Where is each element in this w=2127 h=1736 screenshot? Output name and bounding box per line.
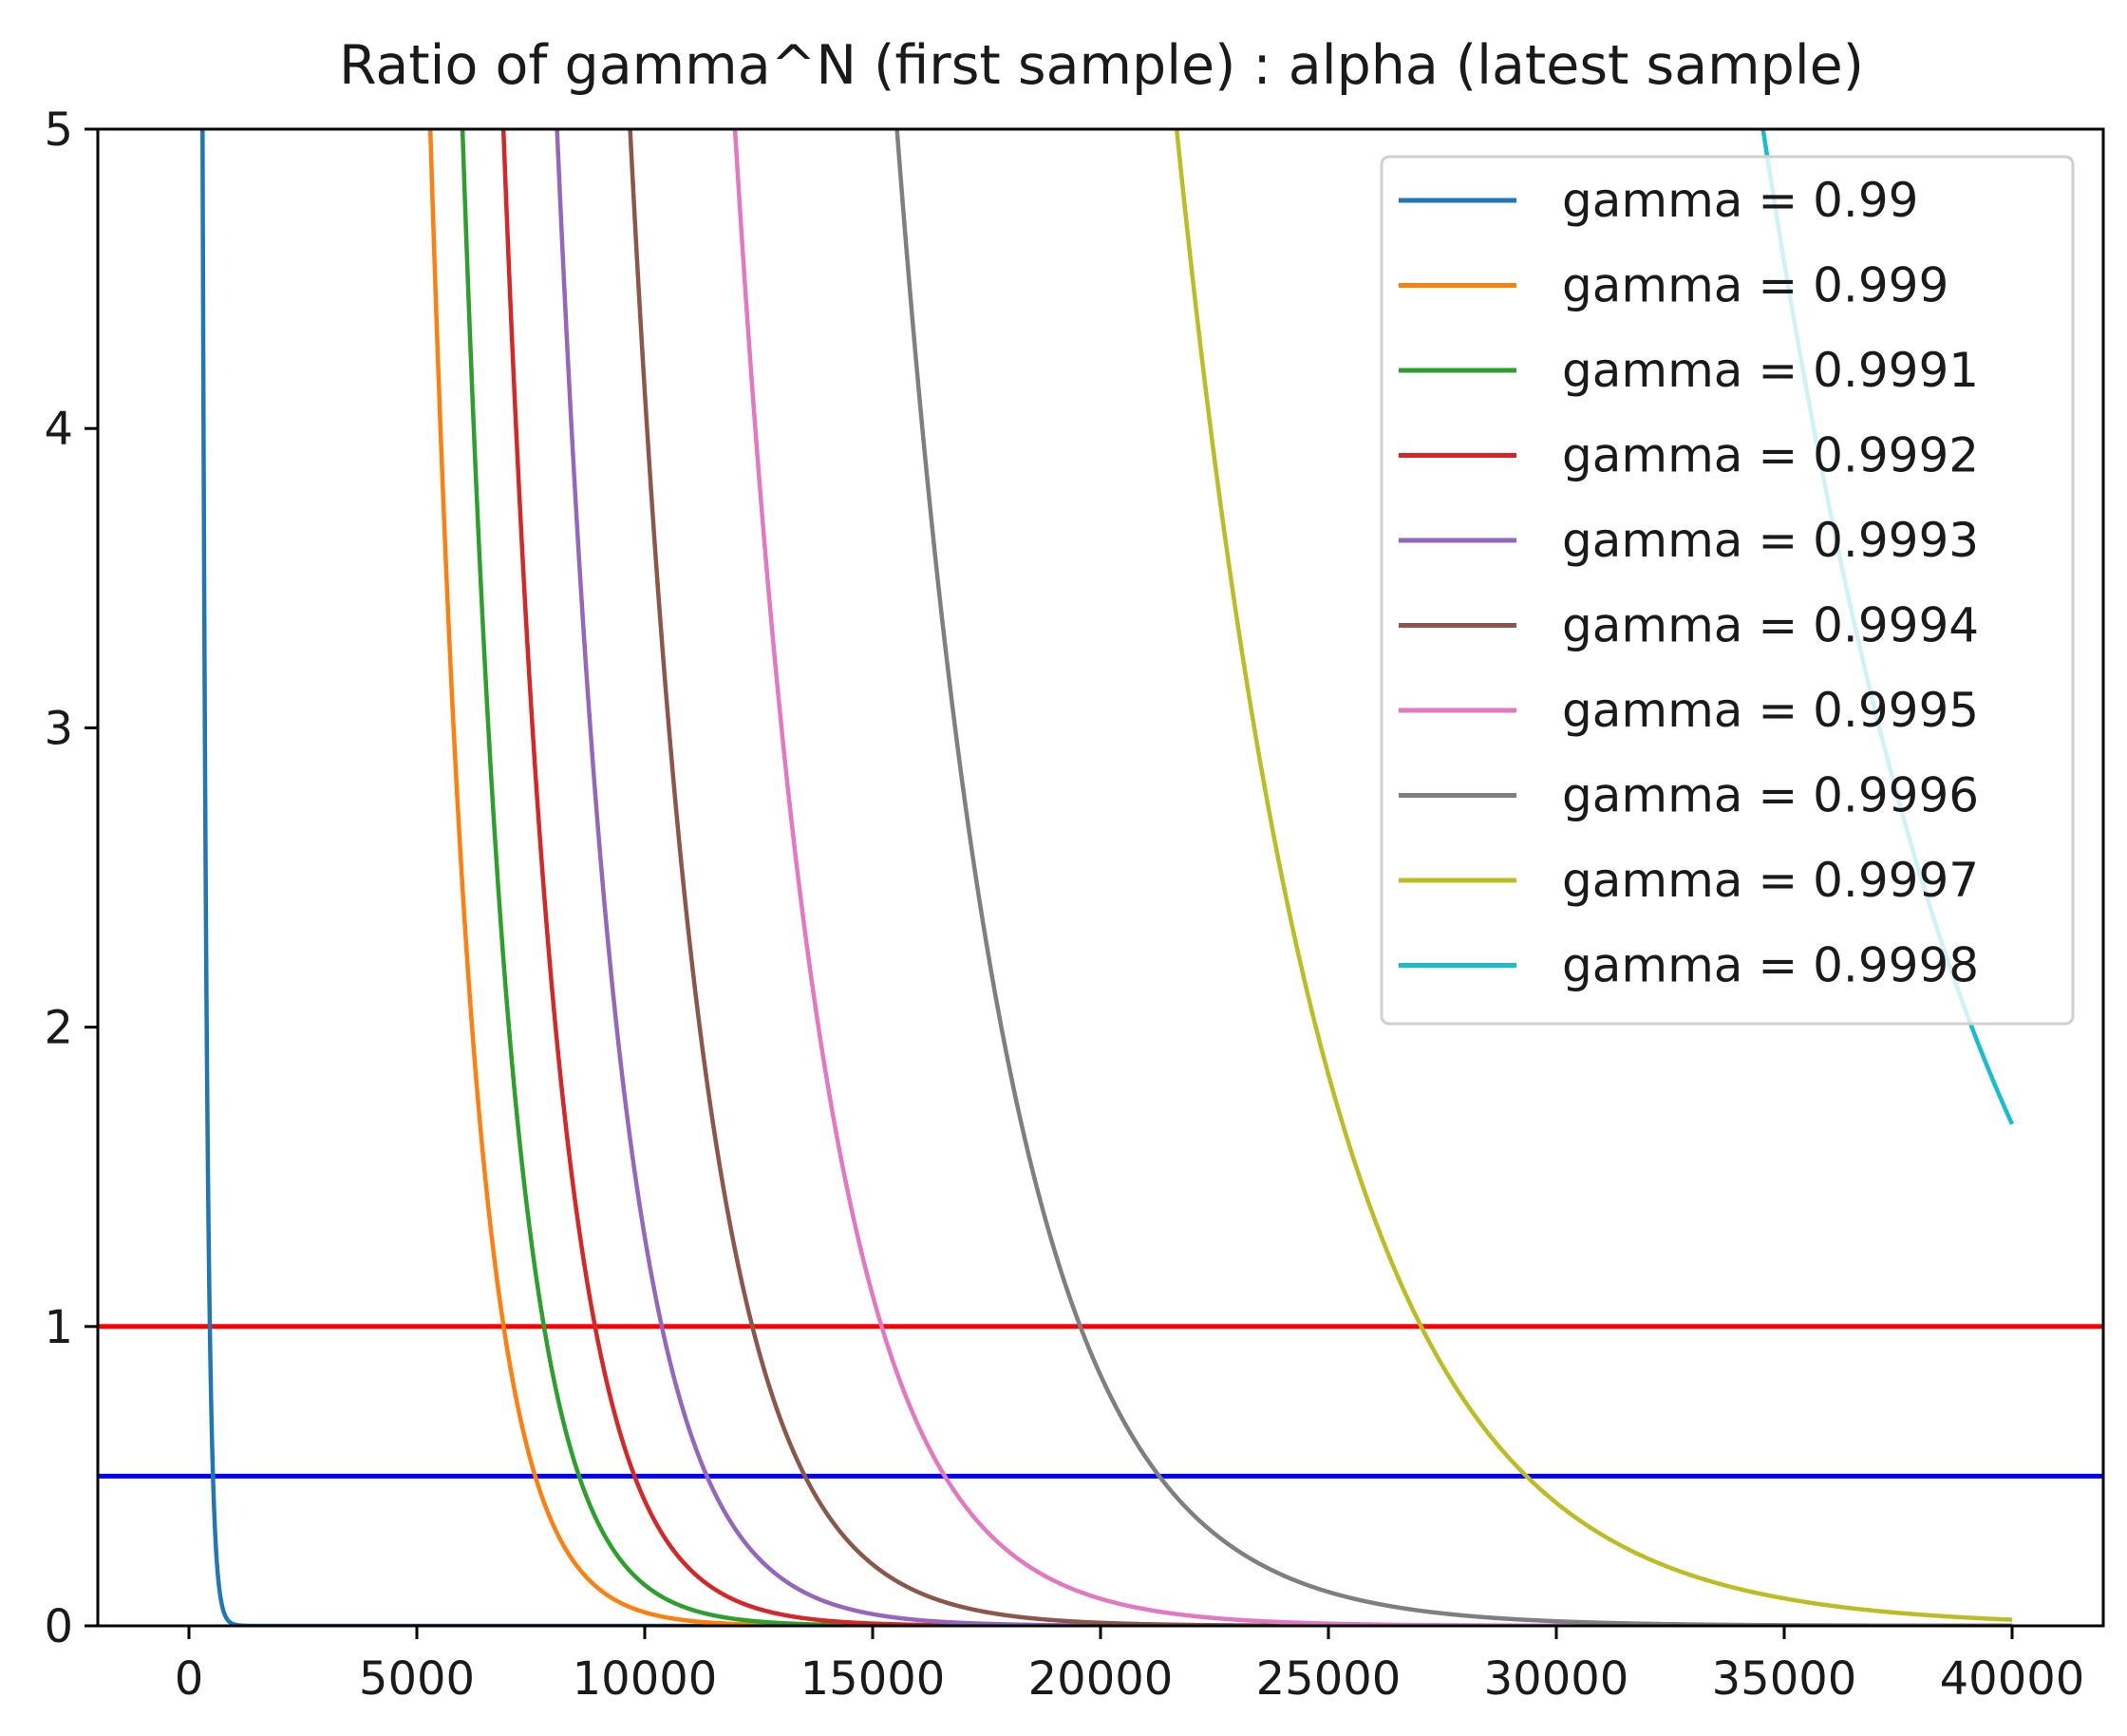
legend-label-10: gamma = 0.9998 [1562, 938, 1979, 993]
legend-label-3: gamma = 0.9991 [1562, 343, 1979, 398]
legend-label-5: gamma = 0.9993 [1562, 513, 1979, 568]
x-tick-label: 30000 [1484, 1652, 1629, 1706]
y-tick-label: 4 [44, 403, 73, 456]
legend-label-4: gamma = 0.9992 [1562, 428, 1979, 483]
legend-label-6: gamma = 0.9994 [1562, 598, 1979, 653]
legend-label-2: gamma = 0.999 [1562, 258, 1948, 313]
series-line-4 [500, 129, 2015, 1626]
x-tick-label: 15000 [800, 1652, 946, 1706]
x-tick-label: 20000 [1028, 1652, 1174, 1706]
y-tick-label: 1 [44, 1301, 73, 1354]
series-line-9 [1174, 129, 2015, 1622]
y-tick-label: 3 [44, 702, 73, 755]
legend: gamma = 0.99 gamma = 0.999 gamma = 0.9991 g… [1380, 155, 2075, 1026]
x-tick-label: 5000 [359, 1652, 475, 1706]
x-tick-label: 10000 [573, 1652, 718, 1706]
legend-label-8: gamma = 0.9996 [1562, 768, 1979, 823]
x-tick-label: 35000 [1712, 1652, 1857, 1706]
chart-title: Ratio of gamma^N (first sample) : alpha … [339, 34, 1864, 97]
x-tick-label: 0 [175, 1652, 204, 1706]
x-tick-label: 25000 [1256, 1652, 1402, 1706]
x-tick-label: 40000 [1940, 1652, 2085, 1706]
series-line-2 [427, 129, 2015, 1626]
y-tick-label: 5 [44, 104, 73, 157]
series-line-3 [460, 129, 2015, 1626]
legend-label-9: gamma = 0.9997 [1562, 853, 1979, 908]
axes: 0 5000 10000 15000 20000 25000 30000 35000 40000… [44, 104, 2105, 1706]
legend-label-1: gamma = 0.99 [1562, 173, 1918, 228]
y-tick-label: 0 [44, 1600, 73, 1653]
y-tick-label: 2 [44, 1002, 73, 1055]
legend-box [1380, 155, 2075, 1026]
legend-label-7: gamma = 0.9995 [1562, 683, 1979, 738]
